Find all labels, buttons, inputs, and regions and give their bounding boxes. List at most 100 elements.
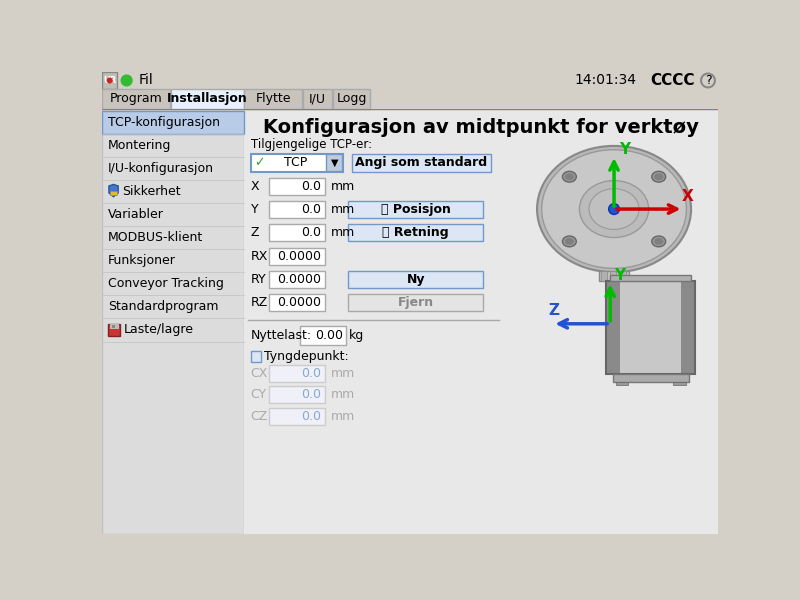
Text: mm: mm [330, 180, 355, 193]
Text: 0.0000: 0.0000 [278, 296, 322, 309]
Text: UR: UR [103, 76, 116, 85]
Bar [613, 374, 689, 382]
Bar [349, 224, 483, 241]
Text: Y: Y [250, 203, 258, 217]
Text: I/U: I/U [309, 92, 326, 106]
Bar [110, 324, 119, 329]
Text: RZ: RZ [250, 296, 268, 309]
Text: 0.0: 0.0 [302, 180, 322, 193]
Ellipse shape [579, 181, 649, 238]
Text: Konfigurasjon av midtpunkt for verktøy: Konfigurasjon av midtpunkt for verktøy [263, 118, 699, 137]
Bar [269, 294, 325, 311]
Bar [326, 154, 342, 172]
Ellipse shape [565, 238, 574, 245]
Ellipse shape [652, 172, 666, 182]
Text: Fjern: Fjern [398, 296, 434, 309]
Circle shape [609, 203, 619, 214]
Text: I/U-konfigurasjon: I/U-konfigurasjon [108, 162, 214, 175]
Bar [352, 154, 491, 172]
Bar [606, 281, 620, 374]
Bar [606, 281, 695, 374]
Text: Nyttelast:: Nyttelast: [250, 329, 312, 342]
Text: X: X [250, 180, 259, 193]
Text: Tilgjengelige TCP-er:: Tilgjengelige TCP-er: [250, 138, 372, 151]
Bar [245, 89, 302, 109]
Bar [102, 72, 718, 89]
Bar [102, 109, 718, 110]
Text: Tyngdepunkt:: Tyngdepunkt: [265, 350, 350, 362]
Bar [349, 271, 483, 287]
Text: Laste/lagre: Laste/lagre [123, 323, 194, 337]
Bar [610, 271, 616, 281]
Bar [349, 202, 483, 218]
Bar [674, 382, 686, 385]
Ellipse shape [654, 238, 663, 245]
Text: CZ: CZ [250, 410, 268, 422]
Text: X: X [682, 190, 694, 205]
Bar [112, 325, 115, 328]
Bar [269, 408, 325, 425]
Circle shape [701, 74, 715, 88]
Text: 0.0: 0.0 [302, 226, 322, 239]
Bar [303, 89, 332, 109]
Ellipse shape [589, 188, 639, 229]
Bar [619, 271, 626, 281]
Ellipse shape [652, 236, 666, 247]
Ellipse shape [562, 236, 576, 247]
Text: TCP-konfigurasjon: TCP-konfigurasjon [108, 116, 220, 128]
Text: 0.0: 0.0 [302, 410, 322, 422]
Text: Flytte: Flytte [255, 92, 291, 106]
Bar [269, 365, 325, 382]
Bar [333, 89, 370, 109]
Text: Program: Program [110, 92, 162, 106]
Text: kg: kg [349, 329, 365, 342]
Bar [620, 281, 681, 374]
Text: 0.0000: 0.0000 [278, 250, 322, 263]
Text: Z: Z [250, 226, 259, 239]
Text: 0.00: 0.00 [315, 329, 343, 342]
Bar [108, 324, 121, 336]
Text: Installasjon: Installasjon [166, 92, 247, 106]
Bar [269, 202, 325, 218]
Polygon shape [109, 184, 118, 197]
Text: 🔧 Retning: 🔧 Retning [382, 226, 449, 239]
Text: Montering: Montering [108, 139, 171, 152]
Text: CY: CY [250, 388, 266, 401]
Text: Ny: Ny [406, 272, 425, 286]
Text: CX: CX [250, 367, 268, 380]
Bar [102, 110, 245, 134]
Bar [110, 191, 117, 195]
Bar [269, 386, 325, 403]
Text: Conveyor Tracking: Conveyor Tracking [108, 277, 224, 290]
Text: Sikkerhet: Sikkerhet [122, 185, 181, 198]
Text: RX: RX [250, 250, 268, 263]
Bar [601, 271, 607, 281]
Bar [598, 271, 630, 281]
Bar [615, 382, 628, 385]
Bar [250, 154, 343, 172]
Ellipse shape [537, 146, 691, 272]
Text: mm: mm [330, 367, 355, 380]
Text: Standardprogram: Standardprogram [108, 301, 218, 313]
Bar [102, 110, 245, 534]
Text: 14:01:34: 14:01:34 [574, 73, 637, 88]
Text: 🔧 Posisjon: 🔧 Posisjon [381, 203, 450, 217]
Text: mm: mm [330, 410, 355, 422]
Text: 0.0: 0.0 [302, 388, 322, 401]
Text: Logg: Logg [336, 92, 366, 106]
Bar [681, 281, 695, 374]
Text: ✓: ✓ [254, 157, 265, 169]
Bar [102, 72, 118, 89]
Circle shape [107, 78, 112, 83]
Text: ▼: ▼ [330, 158, 338, 168]
Text: mm: mm [330, 226, 355, 239]
Text: 0.0: 0.0 [302, 203, 322, 217]
Text: Variabler: Variabler [108, 208, 164, 221]
Bar [269, 224, 325, 241]
Text: Funksjoner: Funksjoner [108, 254, 176, 267]
Bar [300, 326, 346, 344]
Bar [102, 89, 170, 109]
Text: RY: RY [250, 272, 266, 286]
Text: ?: ? [705, 74, 711, 87]
Bar [250, 351, 262, 362]
